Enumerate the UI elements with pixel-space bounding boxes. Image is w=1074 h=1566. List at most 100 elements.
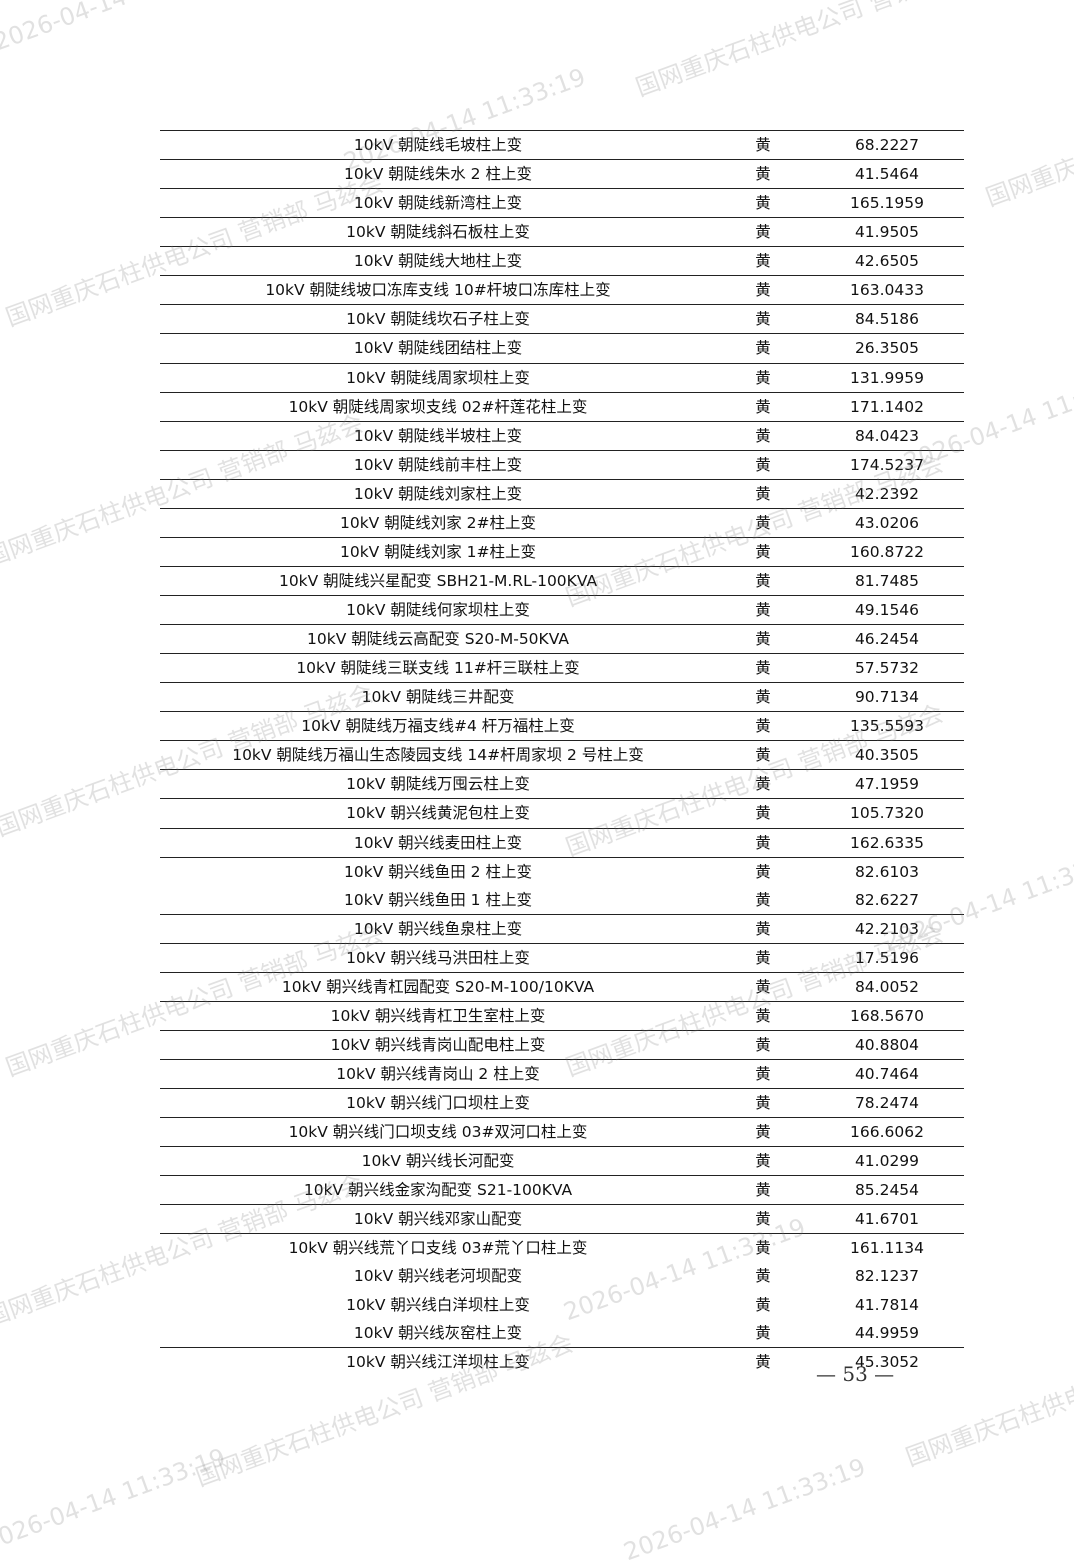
value-cell: 78.2474 xyxy=(810,1088,964,1118)
station-name-cell: 10kV 朝陡线前丰柱上变 xyxy=(160,449,716,480)
station-name-cell: 10kV 朝陡线万福山生态陵园支线 14#杆周家坝 2 号柱上变 xyxy=(160,740,716,770)
table-row: 10kV 朝陡线周家坝支线 02#杆莲花柱上变黄 171.1402 xyxy=(160,391,964,422)
station-name-cell: 10kV 朝兴线邓家山配变 xyxy=(160,1204,716,1234)
value-cell: 49.1546 xyxy=(810,594,964,625)
value-cell: 84.5186 xyxy=(810,304,964,334)
value-cell: 40.3505 xyxy=(810,740,964,770)
value-cell: 82.6227 xyxy=(854,890,920,909)
color-level-cell: 黄 xyxy=(716,1346,810,1376)
table-row: 10kV 朝兴线灰窑柱上变 黄 44.9959 xyxy=(160,1319,964,1348)
value-cell: 41.9505 xyxy=(810,217,964,247)
color-level-cell: 黄 xyxy=(716,827,810,858)
value-cell: 165.1959 xyxy=(810,188,964,218)
watermark-text: 2026-04-14 11:33:19 xyxy=(0,1442,230,1557)
station-name-cell: 10kV 朝陡线三联支线 11#杆三联柱上变 xyxy=(160,653,716,683)
color-level-cell: 黄 xyxy=(716,1029,810,1060)
color-level-cell: 黄 xyxy=(716,740,810,770)
value-cell: 131.9959 xyxy=(810,362,964,393)
station-name-cell: 10kV 朝陡线新湾柱上变 xyxy=(160,188,716,218)
table-row: 10kV 朝兴线长河配变黄 41.0299 xyxy=(160,1146,964,1176)
station-name-cell: 10kV 朝陡线万福支线#4 杆万福柱上变 xyxy=(160,711,716,741)
value-cell: 47.1959 xyxy=(810,769,964,799)
station-name-cell: 10kV 朝陡线周家坝支线 02#杆莲花柱上变 xyxy=(160,391,716,422)
value-cell: 42.6505 xyxy=(810,246,964,276)
value-cell: 160.8722 xyxy=(810,536,964,567)
color-level-cell: 黄 xyxy=(716,1175,810,1205)
table-row: 10kV 朝陡线大地柱上变黄 42.6505 xyxy=(160,246,964,276)
color-level-cell: 黄 xyxy=(755,890,771,909)
station-name-cell: 10kV 朝陡线坡口冻库支线 10#杆坡口冻库柱上变 xyxy=(160,275,716,305)
color-level-cell: 黄 xyxy=(716,391,810,422)
station-name-cell: 10kV 朝兴线青杠园配变 S20-M-100/10KVA xyxy=(160,971,716,1002)
color-level-cell: 黄 xyxy=(716,1058,810,1089)
color-level-cell: 黄 xyxy=(716,798,810,828)
station-name-cell: 10kV 朝陡线朱水 2 柱上变 xyxy=(160,159,716,189)
table-row: 10kV 朝陡线刘家 2#柱上变黄 43.0206 xyxy=(160,507,964,538)
table-row: 10kV 朝兴线青杠卫生室柱上变黄 168.5670 xyxy=(160,1000,964,1031)
table-row: 10kV 朝兴线鱼田 1 柱上变 黄 82.6227 xyxy=(160,886,964,915)
table-row: 10kV 朝陡线刘家 1#柱上变黄 160.8722 xyxy=(160,536,964,567)
value-cell: 57.5732 xyxy=(810,653,964,683)
value-cell: 168.5670 xyxy=(810,1000,964,1031)
station-name-cell: 10kV 朝兴线门口坝柱上变 xyxy=(160,1088,716,1118)
station-name-cell: 10kV 朝陡线坎石子柱上变 xyxy=(160,304,716,334)
station-name-cell: 10kV 朝陡线毛坡柱上变 xyxy=(160,129,716,160)
watermark-text: 国网重庆石柱供电公司 营销部 马兹会 xyxy=(982,49,1074,212)
value-cell: 44.9959 xyxy=(854,1323,920,1342)
table-row: 10kV 朝陡线云高配变 S20-M-50KVA 黄 46.2454 xyxy=(160,624,964,654)
value-cell: 85.2454 xyxy=(810,1175,964,1205)
color-level-cell: 黄 xyxy=(716,1088,810,1118)
value-cell: 46.2454 xyxy=(810,624,964,654)
color-level-cell: 黄 xyxy=(716,217,810,247)
table-row: 10kV 朝陡线前丰柱上变黄 174.5237 xyxy=(160,449,964,480)
color-level-cell: 黄 xyxy=(716,1204,810,1234)
value-cell: 41.6701 xyxy=(810,1204,964,1234)
color-level-cell: 黄 xyxy=(716,159,810,189)
table-row: 10kV 朝兴线鱼田 2 柱上变黄 82.6103 xyxy=(160,856,964,886)
table-row: 10kV 朝陡线何家坝柱上变黄 49.1546 xyxy=(160,594,964,625)
station-name-cell: 10kV 朝陡线刘家 1#柱上变 xyxy=(160,536,716,567)
table-row: 10kV 朝兴线江洋坝柱上变黄 45.3052 xyxy=(160,1346,964,1376)
table-row: 10kV 朝陡线万囤云柱上变黄 47.1959 xyxy=(160,769,964,799)
table-row: 10kV 朝陡线坡口冻库支线 10#杆坡口冻库柱上变黄 163.0433 xyxy=(160,275,964,305)
table-row: 10kV 朝陡线万福山生态陵园支线 14#杆周家坝 2 号柱上变黄 40.3505 xyxy=(160,740,964,770)
table-row: 10kV 朝陡线兴星配变 SBH21-M.RL-100KVA 黄 81.7485 xyxy=(160,565,964,596)
color-level-cell: 黄 xyxy=(716,682,810,712)
color-level-cell: 黄 xyxy=(716,275,810,305)
station-name-cell: 10kV 朝兴线青岗山 2 柱上变 xyxy=(160,1058,716,1089)
value-cell: 82.6103 xyxy=(810,856,964,886)
table-row: 10kV 朝兴线青岗山 2 柱上变黄 40.7464 xyxy=(160,1058,964,1089)
station-name-cell: 10kV 朝兴线黄泥包柱上变 xyxy=(160,798,716,828)
station-name-cell: 10kV 朝兴线老河坝配变 xyxy=(353,1267,523,1286)
table-row: 10kV 朝陡线朱水 2 柱上变黄 41.5464 xyxy=(160,159,964,189)
color-level-cell: 黄 xyxy=(716,971,810,1002)
value-cell: 40.8804 xyxy=(810,1029,964,1060)
table-row: 10kV 朝兴线门口坝支线 03#双河口柱上变黄 166.6062 xyxy=(160,1117,964,1147)
table-row: 10kV 朝兴线金家沟配变 S21-100KVA 黄 85.2454 xyxy=(160,1175,964,1205)
station-name-cell: 10kV 朝兴线长河配变 xyxy=(160,1146,716,1176)
table-row: 10kV 朝兴线老河坝配变 黄 82.1237 xyxy=(160,1262,964,1290)
value-cell: 43.0206 xyxy=(810,507,964,538)
table-row: 10kV 朝陡线三联支线 11#杆三联柱上变黄 57.5732 xyxy=(160,653,964,683)
station-name-cell: 10kV 朝兴线鱼泉柱上变 xyxy=(160,913,716,944)
station-name-cell: 10kV 朝陡线兴星配变 SBH21-M.RL-100KVA xyxy=(160,565,716,596)
station-name-cell: 10kV 朝兴线金家沟配变 S21-100KVA xyxy=(160,1175,716,1205)
table-row: 10kV 朝兴线马洪田柱上变黄 17.5196 xyxy=(160,942,964,973)
color-level-cell: 黄 xyxy=(716,711,810,741)
station-name-cell: 10kV 朝陡线半坡柱上变 xyxy=(160,420,716,451)
watermark-text: 2026-04-14 11:33:19 xyxy=(0,0,239,56)
table-row: 10kV 朝陡线斜石板柱上变黄 41.9505 xyxy=(160,217,964,247)
station-name-cell: 10kV 朝陡线大地柱上变 xyxy=(160,246,716,276)
station-name-cell: 10kV 朝兴线白洋坝柱上变 xyxy=(346,1295,530,1314)
table-row: 10kV 朝陡线半坡柱上变黄 84.0423 xyxy=(160,420,964,451)
color-level-cell: 黄 xyxy=(716,449,810,480)
table-row: 10kV 朝陡线团结柱上变黄 26.3505 xyxy=(160,333,964,363)
value-cell: 84.0423 xyxy=(810,420,964,451)
watermark-text: 2026-04-14 11:33:19 xyxy=(620,1452,870,1566)
value-cell: 105.7320 xyxy=(810,798,964,828)
value-cell: 161.1134 xyxy=(810,1233,964,1263)
table-row: 10kV 朝陡线毛坡柱上变黄 68.2227 xyxy=(160,129,964,160)
station-name-cell: 10kV 朝兴线江洋坝柱上变 xyxy=(160,1346,716,1376)
table-row: 10kV 朝兴线邓家山配变黄 41.6701 xyxy=(160,1204,964,1234)
station-name-cell: 10kV 朝兴线鱼田 2 柱上变 xyxy=(160,856,716,886)
